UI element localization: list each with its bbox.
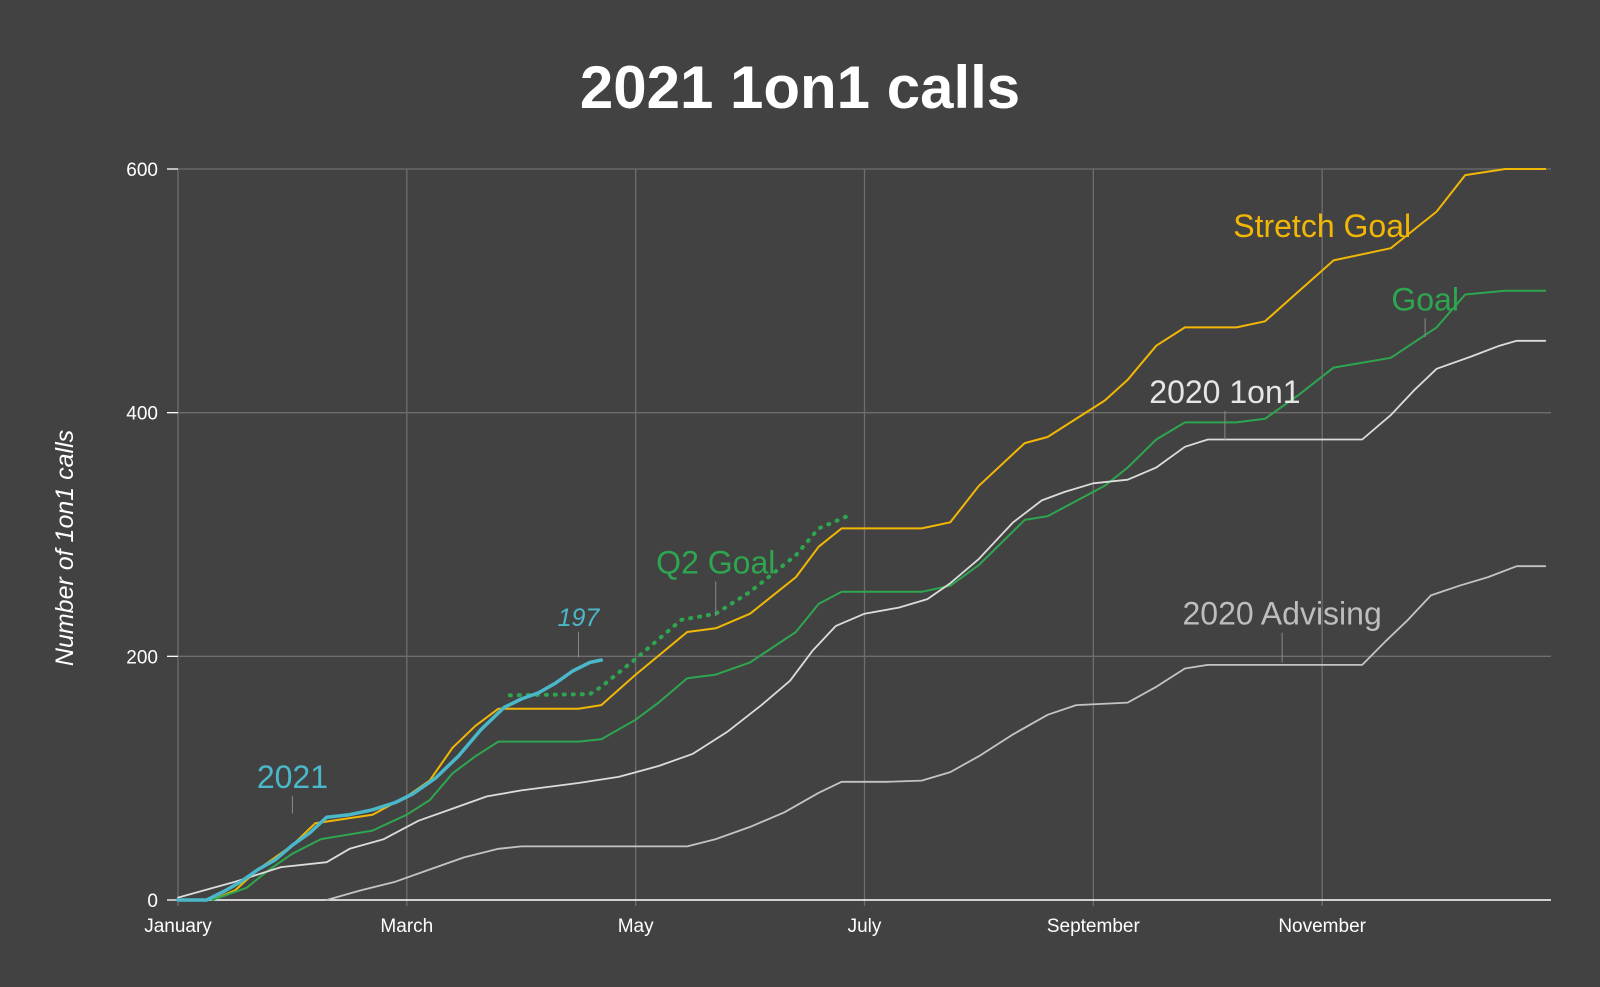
x-tick-label: November	[1278, 916, 1366, 937]
series-label-s2021: 2021	[257, 759, 328, 795]
series-line-advising2020	[325, 565, 1547, 901]
y-tick-label: 600	[126, 160, 158, 181]
grid	[177, 168, 1551, 906]
x-tick-label: May	[618, 916, 654, 937]
end-value-label-2021: 197	[558, 604, 601, 632]
series-labels: 2021 Q2 Goal Stretch Goal Goal 2020 1on1 2020…	[257, 208, 1459, 814]
series-label-advising2020: 2020 Advising	[1182, 596, 1381, 632]
series-line-oneonone2020	[177, 339, 1547, 899]
y-axis-label: Number of 1on1 calls	[51, 430, 79, 666]
series-label-oneonone2020: 2020 1on1	[1149, 374, 1300, 410]
series-line-s2021	[176, 658, 604, 902]
y-tick-label: 400	[126, 404, 158, 425]
x-tick-label: July	[848, 916, 882, 937]
x-tick-label: January	[144, 916, 212, 937]
series-label-q2goal: Q2 Goal	[656, 544, 775, 580]
chart-title: 2021 1on1 calls	[580, 54, 1020, 121]
x-tick-label: March	[380, 916, 433, 937]
y-tick-label: 0	[147, 891, 158, 912]
series-label-goal: Goal	[1391, 281, 1459, 317]
series-line-goal	[211, 289, 1547, 901]
x-tick-label: September	[1047, 916, 1141, 937]
series-lines	[176, 168, 1547, 902]
series-label-stretch: Stretch Goal	[1233, 208, 1411, 244]
y-tick-label: 200	[126, 647, 158, 668]
series-line-q2goal	[507, 514, 850, 698]
axes: 0 200 400 600 January March May July September No…	[126, 160, 1551, 937]
